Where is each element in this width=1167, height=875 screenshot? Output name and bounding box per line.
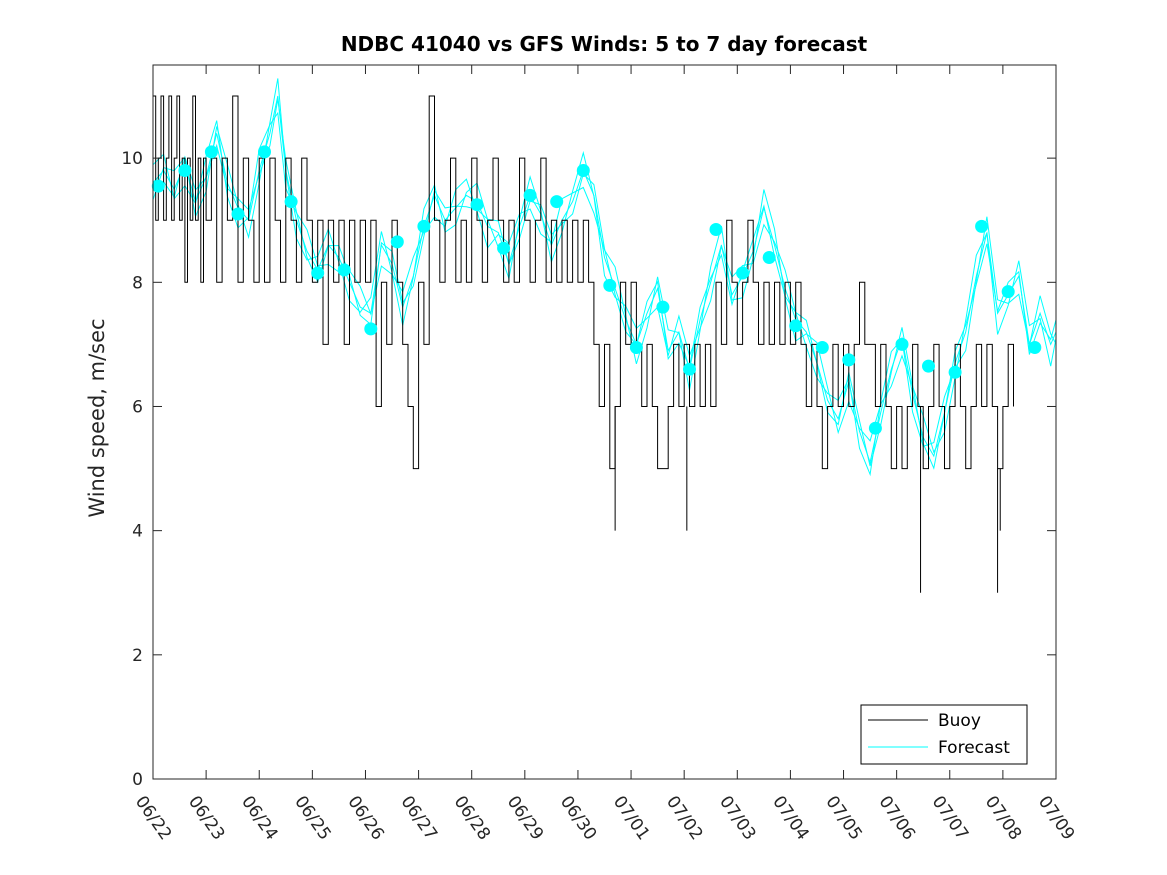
legend-forecast-label: Forecast — [938, 738, 1010, 758]
forecast-marker — [868, 421, 882, 435]
forecast-marker — [656, 300, 670, 314]
y-tick-label: 4 — [132, 522, 143, 542]
forecast-marker — [550, 195, 564, 209]
y-tick-label: 8 — [132, 273, 143, 293]
forecast-marker — [815, 341, 829, 354]
forecast-marker — [709, 223, 723, 236]
forecast-marker — [390, 235, 404, 249]
forecast-marker — [311, 266, 325, 280]
forecast-marker — [683, 362, 696, 376]
forecast-marker — [258, 145, 271, 159]
legend-box — [860, 704, 1028, 765]
forecast-marker — [1028, 341, 1042, 354]
chart-title: NDBC 41040 vs GFS Winds: 5 to 7 day fore… — [341, 32, 868, 56]
forecast-marker — [1001, 285, 1015, 299]
plot-area — [151, 78, 1057, 593]
forecast-marker — [284, 195, 298, 209]
forecast-marker — [576, 164, 590, 177]
forecast-marker — [603, 278, 617, 292]
forecast-marker — [204, 145, 218, 159]
forecast-marker — [975, 219, 989, 233]
y-tick-label: 6 — [132, 397, 143, 417]
forecast-series-line — [152, 78, 1057, 477]
forecast-marker — [497, 241, 511, 255]
legend: Buoy Forecast — [860, 704, 1028, 765]
forecast-marker — [178, 164, 192, 177]
forecast-marker — [231, 207, 245, 221]
forecast-marker — [922, 359, 935, 373]
forecast-marker — [736, 266, 750, 280]
forecast-marker — [364, 322, 378, 336]
y-tick-label: 0 — [132, 770, 143, 790]
y-tick-label: 10 — [121, 149, 143, 169]
forecast-marker — [842, 353, 856, 367]
forecast-marker — [337, 263, 351, 277]
forecast-marker — [895, 337, 909, 351]
plot-frame — [152, 64, 1057, 780]
y-tick-label: 2 — [132, 646, 143, 666]
forecast-marker — [151, 179, 165, 193]
forecast-marker — [762, 251, 776, 264]
forecast-marker — [789, 319, 803, 333]
forecast-marker — [470, 198, 484, 212]
forecast-marker — [417, 219, 431, 233]
buoy-series-line — [153, 95, 1014, 470]
forecast-marker — [523, 188, 537, 202]
y-axis-label: Wind speed, m/sec — [85, 318, 109, 517]
forecast-marker — [948, 365, 962, 379]
legend-buoy-label: Buoy — [938, 711, 981, 731]
forecast-series-line — [152, 99, 1057, 470]
forecast-marker — [629, 341, 643, 354]
